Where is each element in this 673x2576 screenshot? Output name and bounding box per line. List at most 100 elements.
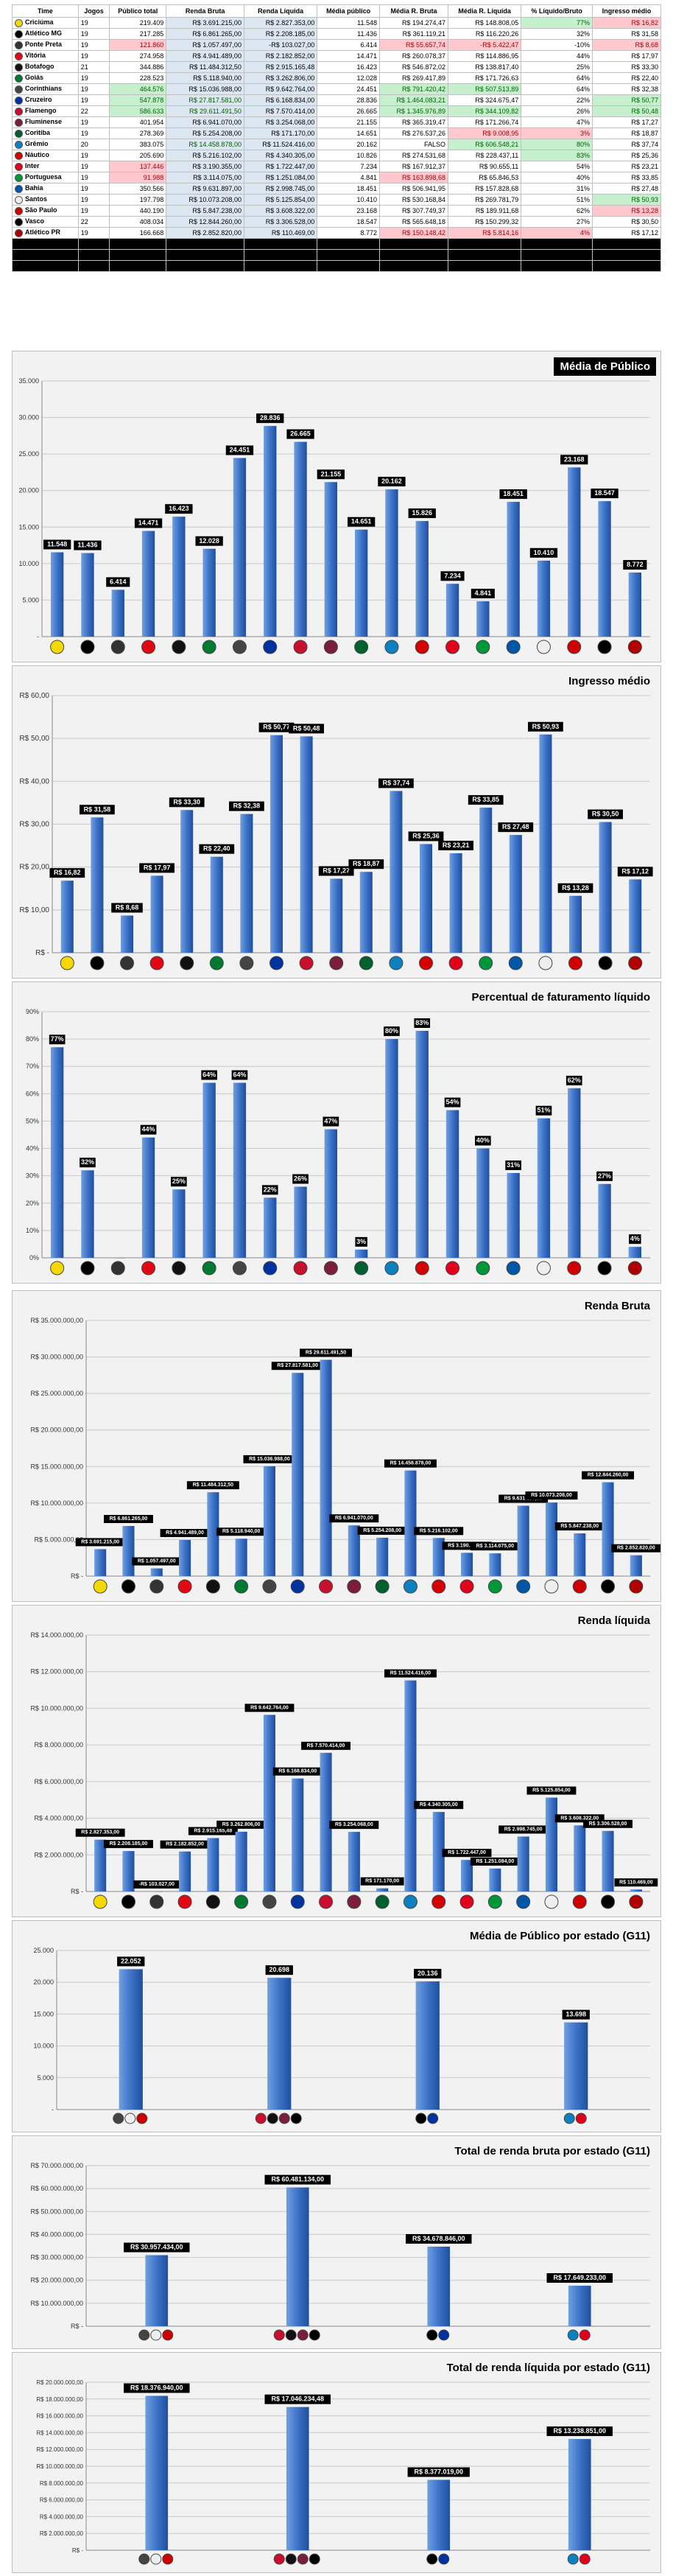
bar	[568, 2439, 591, 2550]
chart-media-publico-estado: Média de Público por estado (G11) - 5.000 1…	[12, 1920, 661, 2132]
header-jogos: Jogos	[77, 4, 110, 18]
data-label-bg	[444, 1097, 461, 1107]
y-tick-label: 35.000	[18, 377, 39, 385]
team-crest-icon	[415, 640, 429, 654]
data-label: R$ 17.649.233,00	[553, 2274, 606, 2281]
data-label: R$ 33,30	[173, 798, 200, 805]
renda-bruta-cell: R$ 3.114.075,00	[166, 172, 244, 183]
bar	[292, 1778, 304, 1891]
renda-bruta-cell: R$ 12.844.260,00	[166, 216, 244, 228]
renda-bruta-cell: R$ 6.941.070,00	[166, 116, 244, 128]
bar	[324, 1129, 338, 1258]
data-label-bg	[201, 1070, 217, 1080]
bar	[202, 1082, 216, 1258]
chart-svg: 0% 10% 20% 30% 40% 50% 60% 70% 80% 90% 77% 32% 44% 25…	[26, 1008, 650, 1275]
table-row: Vitória 19 274.958 R$ 4.941.489,00 R$ 2.182.…	[12, 50, 662, 62]
media-bruta-cell: R$ 307.749,37	[379, 205, 448, 217]
pct-liquido-cell: -10%	[521, 39, 593, 51]
y-tick-label: R$ 60.000.000,00	[30, 2185, 83, 2192]
team-cell: Portuguesa	[12, 172, 79, 183]
data-label: R$ 2.915.165,48	[194, 1829, 232, 1834]
data-label: 13.698	[565, 2011, 586, 2018]
chart-title: Ingresso médio	[568, 675, 650, 687]
data-label-bg	[623, 560, 647, 570]
bar	[602, 1830, 614, 1891]
team-crest-icon	[309, 2553, 320, 2565]
data-label: 4%	[630, 1235, 640, 1242]
ingresso-medio-cell: R$ 28,00	[591, 238, 662, 250]
team-crest-icon	[459, 1579, 474, 1594]
jogos-cell: 19	[77, 161, 110, 172]
data-label-bg	[499, 489, 527, 500]
team-crest-icon	[431, 1894, 446, 1909]
pct-liquido-cell: 26%	[521, 105, 593, 117]
publico-total-cell: 91.988	[109, 172, 167, 183]
renda-bruta-cell: R$ 6.861.265,00	[166, 28, 244, 40]
pct-liquido-cell: 31%	[521, 183, 593, 195]
jogos-cell: 19	[77, 127, 110, 139]
data-label: 15.826	[412, 509, 432, 517]
y-tick-label: 10.000	[18, 560, 39, 567]
team-crest-icon	[172, 640, 186, 654]
publico-total-cell: 350.566	[109, 183, 167, 195]
media-publico-cell: 12.028	[317, 72, 380, 84]
data-label-bg	[414, 1018, 431, 1028]
media-publico-cell: 23.168	[317, 205, 380, 217]
y-tick-label: R$ 60,00	[19, 692, 49, 700]
bar	[263, 1466, 275, 1576]
team-crest-icon	[319, 1894, 334, 1909]
bar	[320, 1752, 332, 1891]
data-label-bg	[583, 1819, 633, 1828]
y-tick-label: R$ -	[71, 1888, 83, 1895]
bar	[348, 1525, 360, 1576]
team-crest-icon	[579, 2329, 591, 2341]
data-label: R$ 3.254.068,00	[335, 1822, 373, 1827]
data-label: 18.547	[594, 489, 615, 497]
team-crest-icon	[15, 96, 23, 105]
team-crest-icon	[150, 2553, 162, 2565]
renda-liquida-cell: R$ 17.041.757,00	[243, 260, 318, 272]
bar	[476, 601, 490, 637]
data-label: R$ 31,58	[84, 805, 111, 813]
publico-total-cell: 586.633	[109, 105, 167, 117]
team-name: Atlético MG	[25, 29, 63, 38]
bar	[94, 1839, 107, 1891]
team-crest-icon	[60, 956, 74, 970]
header-renda-liquida: Renda Líquida	[243, 4, 318, 18]
ingresso-medio-cell: R$ 17,97	[591, 50, 662, 62]
jogos-cell: 171	[77, 260, 110, 272]
team-crest-icon	[597, 1261, 612, 1275]
renda-liquida-cell: R$ 1.722.447,00	[243, 161, 318, 172]
data-label-bg	[347, 517, 376, 527]
team-crest-icon	[438, 2553, 450, 2565]
bar	[404, 1470, 417, 1576]
ingresso-medio-cell: R$ 50,48	[591, 105, 662, 117]
data-label: 47%	[324, 1118, 337, 1125]
bar	[385, 1039, 398, 1258]
table-row: Corinthians 19 464.576 R$ 15.036.988,00 R$ 9…	[12, 83, 662, 95]
publico-total-cell: 344.886	[109, 61, 167, 73]
data-label: R$ 5.847.238,00	[560, 1524, 599, 1529]
data-label-bg	[498, 1494, 549, 1503]
publico-total-cell: 6.067.585	[109, 238, 167, 250]
team-crest-icon	[15, 63, 23, 71]
media-publico-cell: 20.162	[317, 139, 380, 150]
pct-liquido-cell: 77%	[521, 17, 593, 29]
y-tick-label: R$ 15.000.000,00	[30, 1463, 83, 1470]
bar	[598, 1183, 611, 1258]
team-crest-icon	[15, 195, 23, 204]
team-name: Inter	[25, 162, 40, 170]
team-crest-icon	[567, 2329, 579, 2341]
team-crest-icon	[445, 640, 460, 654]
pct-liquido-cell: 47%	[521, 116, 593, 128]
jogos-cell: 22	[77, 216, 110, 228]
bar	[120, 915, 134, 953]
data-label: 18.451	[503, 490, 524, 497]
bar	[574, 1533, 586, 1576]
data-label: R$ 2.182.852,00	[166, 1842, 204, 1847]
data-label: R$ 23,21	[443, 841, 470, 849]
team-crest-icon	[180, 956, 194, 970]
media-liquida-cell: R$ 264.488,91	[447, 249, 522, 261]
data-label-bg	[384, 1026, 400, 1037]
team-crest-icon	[121, 1894, 135, 1909]
